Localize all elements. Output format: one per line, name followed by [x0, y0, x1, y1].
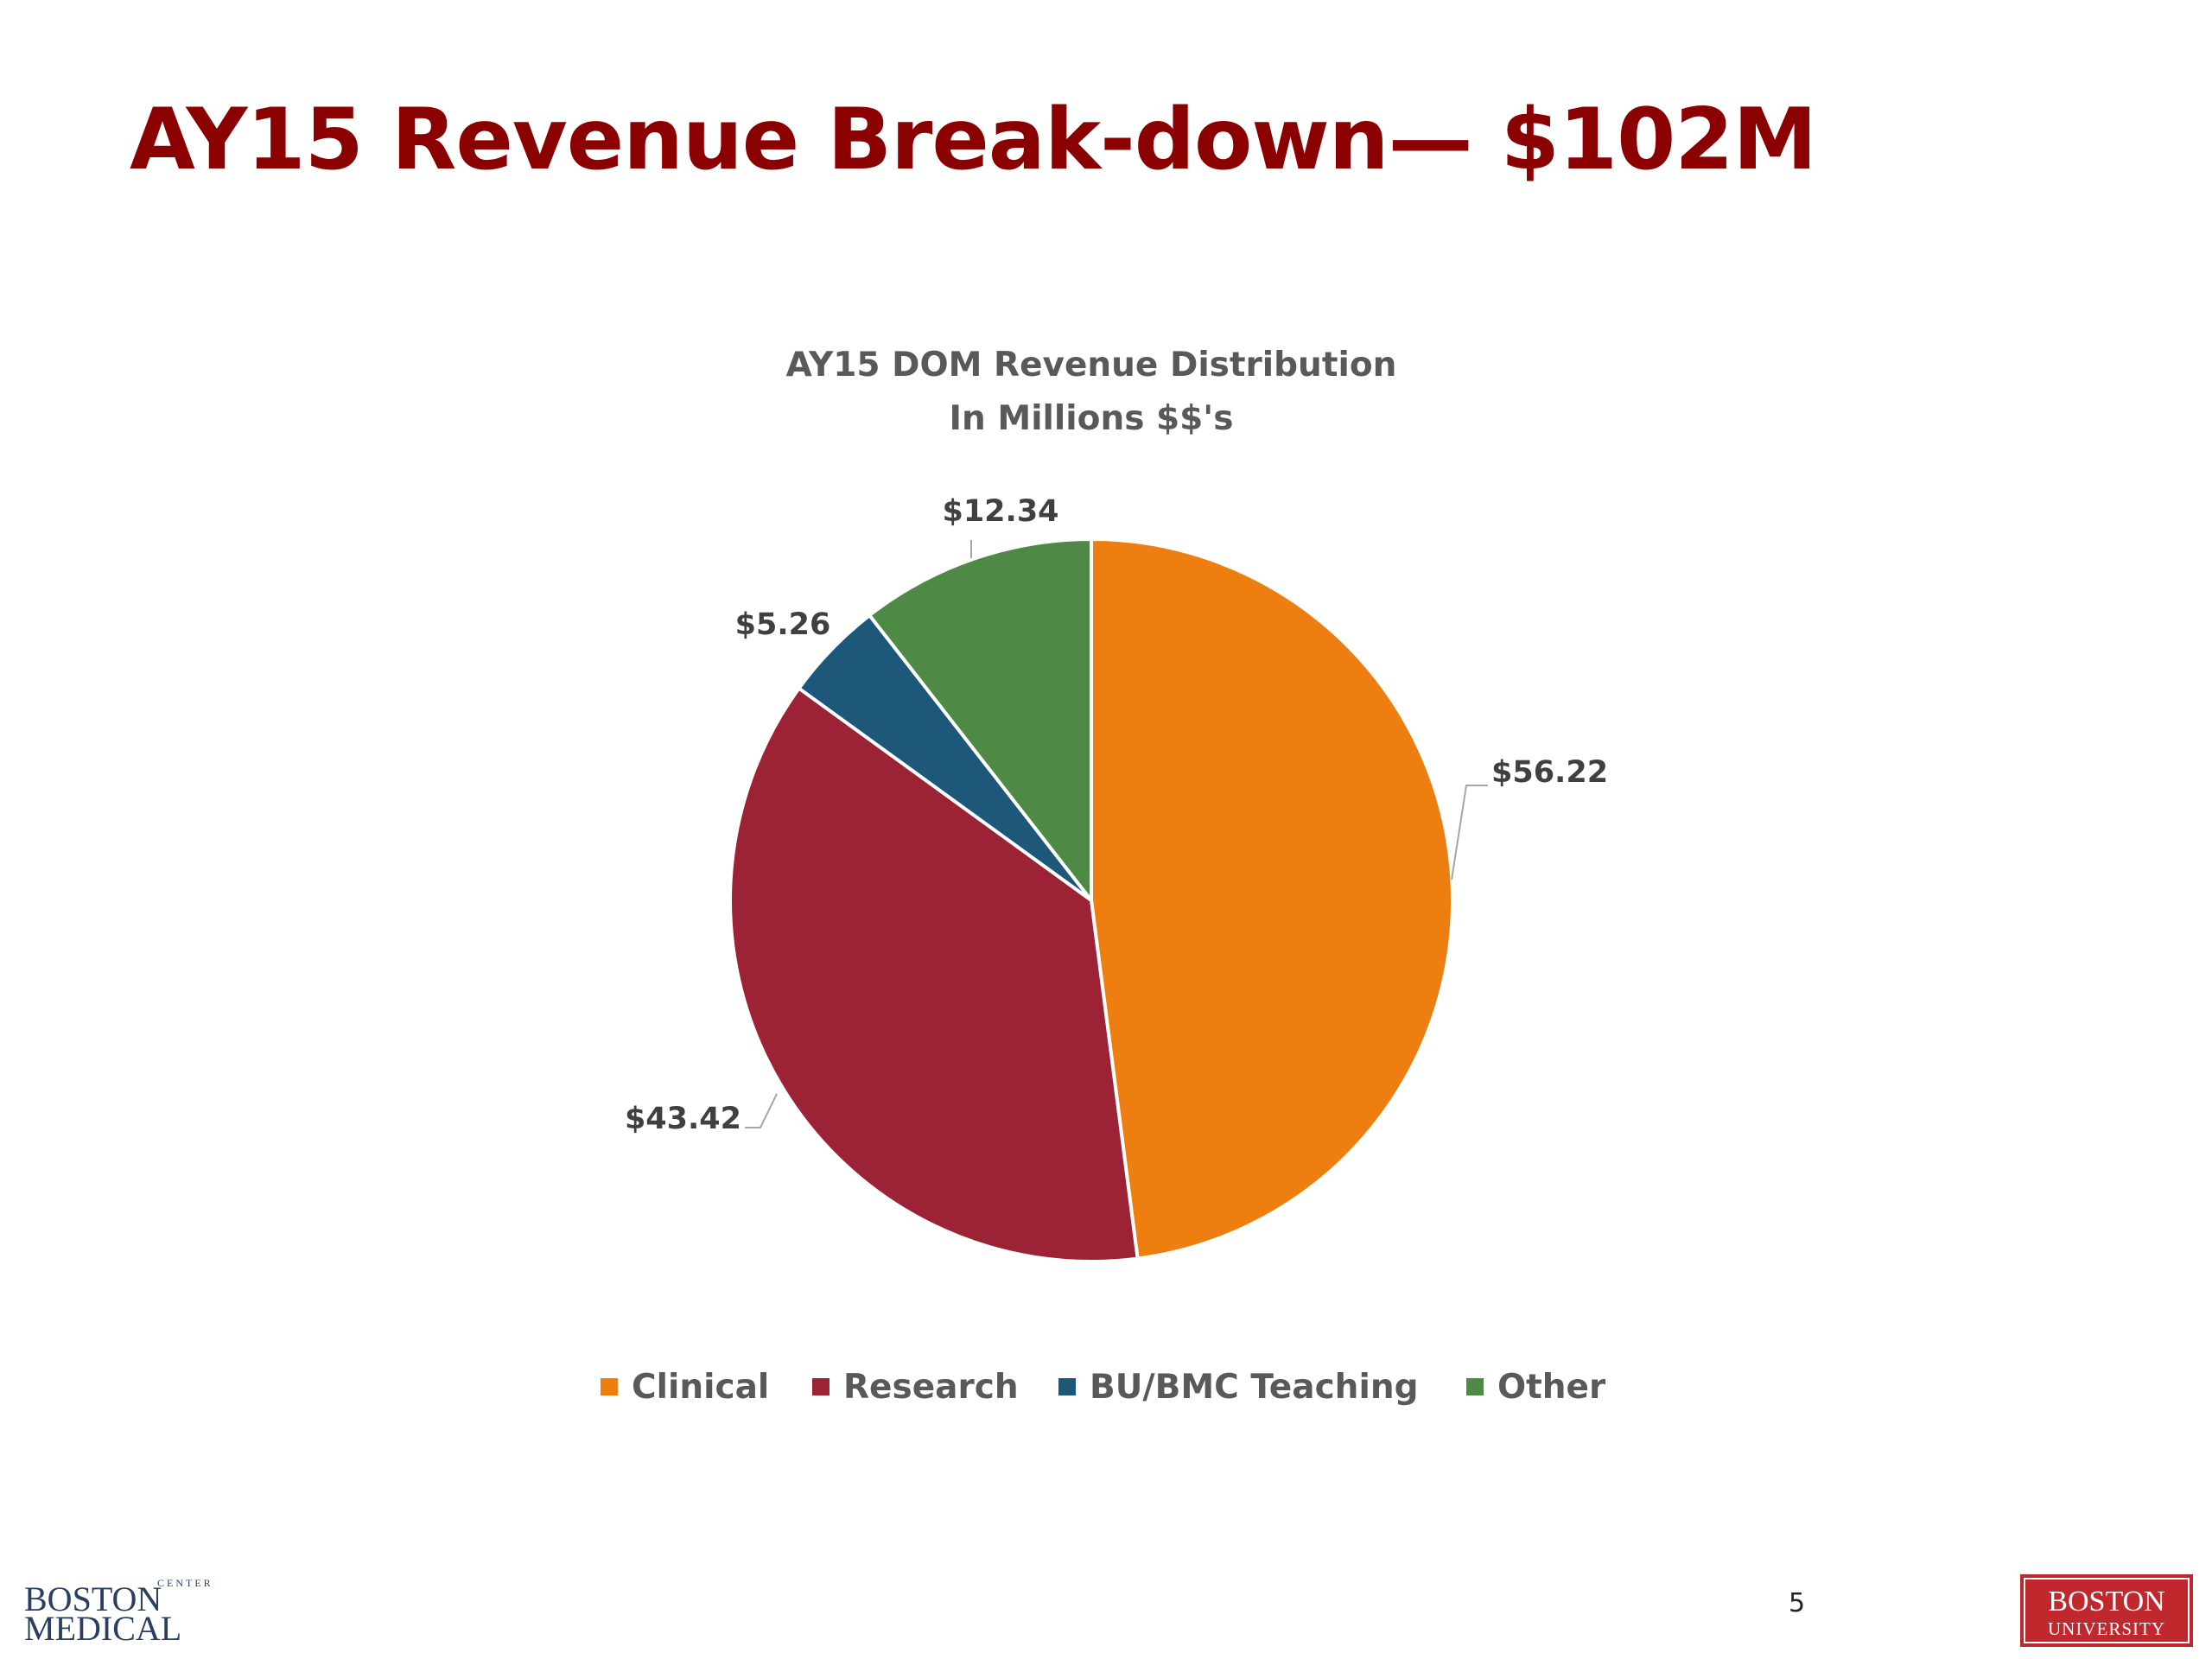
chart-subtitle: In Millions $$'s: [950, 399, 1234, 438]
legend-label: Clinical: [632, 1368, 769, 1407]
bmc-logo-line-2: MEDICAL: [24, 1609, 181, 1648]
leader-lines: [745, 540, 1488, 1128]
pie-slice-research: [728, 685, 1140, 1263]
bu-logo-line-2: UNIVERSITY: [2048, 1618, 2165, 1639]
leader-line: [1451, 785, 1488, 880]
boston-university-logo: BOSTON UNIVERSITY: [2020, 1574, 2193, 1647]
legend-label: Other: [1497, 1368, 1606, 1407]
chart-legend: Clinical Research BU/BMC Teaching Other: [601, 1368, 1606, 1407]
data-label: $5.26: [735, 607, 831, 642]
data-labels: $56.22 $43.42 $5.26 $12.34: [625, 494, 1608, 1136]
pie-slices: [728, 537, 1454, 1263]
legend-swatch: [812, 1378, 830, 1395]
bmc-logo-arc-text: CENTER: [157, 1577, 213, 1589]
page-number: 5: [1789, 1588, 1806, 1618]
legend-swatch: [1058, 1378, 1076, 1395]
pie-slice-clinical: [1090, 537, 1454, 1261]
pie-slice-other: [867, 537, 1093, 906]
legend-label: BU/BMC Teaching: [1090, 1368, 1419, 1407]
bmc-logo-line-1: BOSTON: [24, 1580, 162, 1618]
leader-line: [745, 1093, 778, 1128]
data-label: $43.42: [625, 1102, 741, 1136]
legend-swatch: [601, 1378, 618, 1395]
data-label: $56.22: [1491, 755, 1608, 790]
data-label: $12.34: [942, 494, 1058, 529]
bu-logo-line-1: BOSTON: [2048, 1586, 2164, 1618]
legend-label: Research: [843, 1368, 1019, 1407]
chart-title: AY15 DOM Revenue Distribution: [786, 346, 1397, 385]
boston-medical-center-logo: BOSTON MEDICAL CENTER: [24, 1577, 213, 1648]
slide-title: AY15 Revenue Break-down— $102M: [130, 91, 1817, 189]
legend-swatch: [1466, 1378, 1484, 1395]
